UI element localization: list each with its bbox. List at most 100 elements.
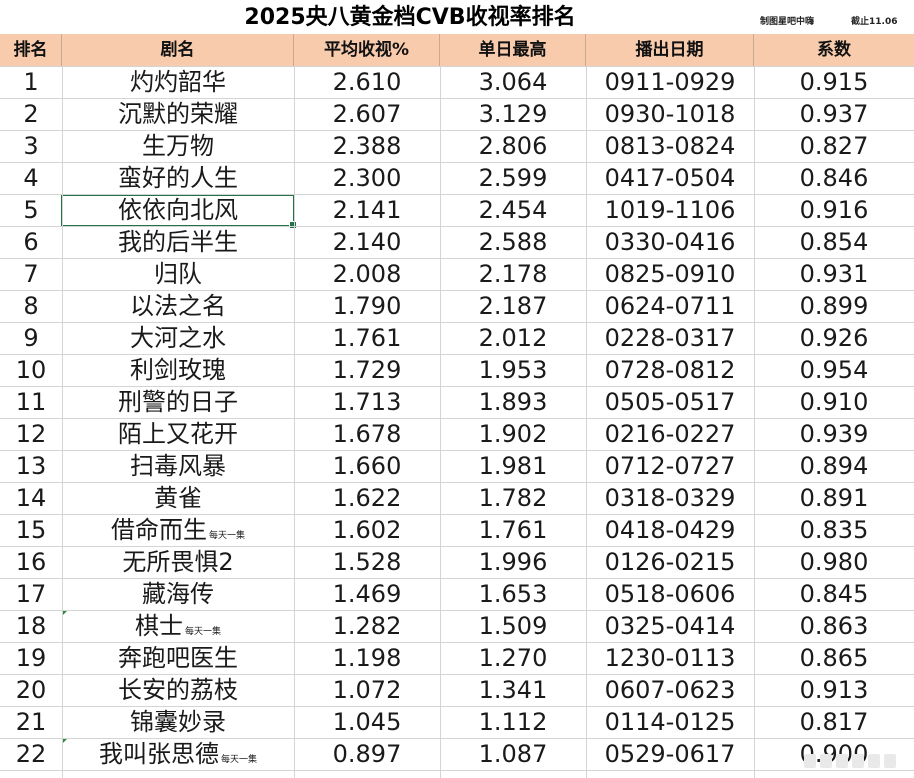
cell-name[interactable]: 灼灼韶华 [62,66,294,98]
cell-coef[interactable]: 0.931 [799,260,869,288]
cell-avg[interactable]: 2.607 [332,100,402,128]
cell-peak[interactable]: 2.012 [478,324,548,352]
cell-dates[interactable]: 1019-1106 [604,196,736,224]
cell-name[interactable]: 归队 [62,258,294,290]
cell-rank[interactable]: 10 [15,356,47,384]
cell-avg[interactable]: 2.141 [332,196,402,224]
cell-name[interactable]: 生万物 [62,130,294,162]
cell-dates[interactable]: 0911-0929 [604,68,736,96]
cell-name[interactable]: 借命而生 每天一集 [62,514,294,546]
cell-peak[interactable]: 2.178 [478,260,548,288]
cell-name[interactable]: 锦囊妙录 [62,706,294,738]
cell-dates[interactable]: 0330-0416 [604,228,736,256]
cell-peak[interactable]: 1.112 [478,708,548,736]
cell-rank[interactable]: 14 [15,484,47,512]
cell-name[interactable]: 蛮好的人生 [62,162,294,194]
cell-coef[interactable]: 0.865 [799,644,869,672]
cell-dates[interactable]: 0813-0824 [604,132,736,160]
cell-dates[interactable]: 0607-0623 [604,676,736,704]
cell-coef[interactable]: 0.899 [799,292,869,320]
cell-coef[interactable]: 0.854 [799,228,869,256]
cell-peak[interactable]: 2.599 [478,164,548,192]
cell-name[interactable]: 藏海传 [62,578,294,610]
cell-peak[interactable]: 1.509 [478,612,548,640]
header-peak[interactable]: 单日最高 [440,34,586,66]
cell-avg[interactable]: 1.282 [332,612,402,640]
cell-peak[interactable]: 2.187 [478,292,548,320]
cell-rank[interactable]: 1 [23,68,39,96]
cell-name[interactable]: 长安的荔枝 [62,674,294,706]
cell-peak[interactable]: 2.454 [478,196,548,224]
cell-dates[interactable]: 0418-0429 [604,516,736,544]
cell-name[interactable]: 扫毒风暴 [62,450,294,482]
cell-rank[interactable]: 12 [15,420,47,448]
cell-peak[interactable]: 2.806 [478,132,548,160]
cell-avg[interactable]: 1.602 [332,516,402,544]
cell-peak[interactable]: 1.893 [478,388,548,416]
cell-rank[interactable]: 4 [23,164,39,192]
cell-rank[interactable]: 7 [23,260,39,288]
cell-coef[interactable]: 0.894 [799,452,869,480]
cell-rank[interactable]: 13 [15,452,47,480]
cell-avg[interactable]: 1.790 [332,292,402,320]
cell-dates[interactable]: 0930-1018 [604,100,736,128]
cell-name[interactable]: 陌上又花开 [62,418,294,450]
comment-indicator-icon[interactable] [62,738,68,744]
cell-coef[interactable]: 0.980 [799,548,869,576]
cell-avg[interactable]: 1.528 [332,548,402,576]
cell-coef[interactable]: 0.926 [799,324,869,352]
cell-name[interactable]: 依依向北风 [62,194,294,226]
cell-coef[interactable]: 0.915 [799,68,869,96]
cell-dates[interactable]: 0624-0711 [604,292,736,320]
cell-avg[interactable]: 2.140 [332,228,402,256]
cell-dates[interactable]: 0417-0504 [604,164,736,192]
cell-coef[interactable]: 0.910 [799,388,869,416]
cell-peak[interactable]: 2.588 [478,228,548,256]
cell-dates[interactable]: 0529-0617 [604,740,736,768]
cell-avg[interactable]: 1.198 [332,644,402,672]
cell-name[interactable]: 利剑玫瑰 [62,354,294,386]
cell-rank[interactable]: 6 [23,228,39,256]
cell-avg[interactable]: 1.678 [332,420,402,448]
cell-dates[interactable]: 0728-0812 [604,356,736,384]
cell-dates[interactable]: 0712-0727 [604,452,736,480]
cell-name[interactable]: 我的后半生 [62,226,294,258]
cell-peak[interactable]: 1.996 [478,548,548,576]
cell-dates[interactable]: 0126-0215 [604,548,736,576]
cell-rank[interactable]: 2 [23,100,39,128]
cell-dates[interactable]: 0318-0329 [604,484,736,512]
cell-dates[interactable]: 0518-0606 [604,580,736,608]
cell-avg[interactable]: 2.300 [332,164,402,192]
cell-rank[interactable]: 18 [15,612,47,640]
cell-rank[interactable]: 8 [23,292,39,320]
header-rank[interactable]: 排名 [0,34,62,66]
cell-dates[interactable]: 0216-0227 [604,420,736,448]
cell-peak[interactable]: 1.953 [478,356,548,384]
cell-name[interactable]: 我叫张思德 每天一集 [62,738,294,770]
cell-rank[interactable]: 22 [15,740,47,768]
cell-dates[interactable]: 0114-0125 [604,708,736,736]
cell-coef[interactable]: 0.827 [799,132,869,160]
cell-coef[interactable]: 0.891 [799,484,869,512]
header-coef[interactable]: 系数 [817,40,851,60]
cell-coef[interactable]: 0.954 [799,356,869,384]
cell-rank[interactable]: 17 [15,580,47,608]
cell-avg[interactable]: 1.072 [332,676,402,704]
cell-dates[interactable]: 1230-0113 [604,644,736,672]
cell-name[interactable]: 以法之名 [62,290,294,322]
cell-name[interactable]: 黄雀 [62,482,294,514]
cell-peak[interactable]: 1.981 [478,452,548,480]
cell-rank[interactable]: 16 [15,548,47,576]
cell-peak[interactable]: 1.087 [478,740,548,768]
cell-peak[interactable]: 1.653 [478,580,548,608]
cell-rank[interactable]: 15 [15,516,47,544]
cell-dates[interactable]: 0825-0910 [604,260,736,288]
cell-coef[interactable]: 0.835 [799,516,869,544]
cell-avg[interactable]: 1.729 [332,356,402,384]
cell-avg[interactable]: 2.388 [332,132,402,160]
cell-peak[interactable]: 1.270 [478,644,548,672]
cell-coef[interactable]: 0.939 [799,420,869,448]
cell-rank[interactable]: 21 [15,708,47,736]
cell-avg[interactable]: 1.469 [332,580,402,608]
cell-name[interactable]: 棋士 每天一集 [62,610,294,642]
